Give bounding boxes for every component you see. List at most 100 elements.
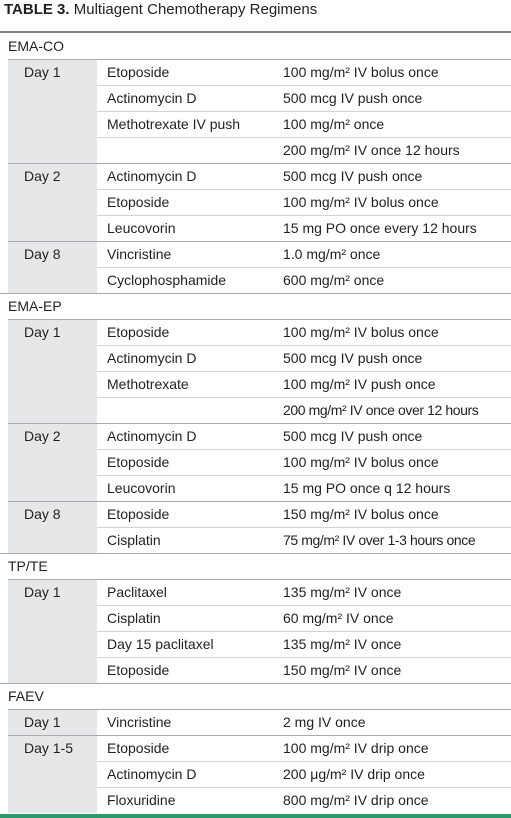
day-cell — [8, 736, 97, 813]
day-cell — [8, 424, 97, 501]
row-rule — [97, 449, 511, 450]
table-title: TABLE 3. Multiagent Chemotherapy Regimen… — [4, 1, 317, 18]
day-label: Day 2 — [24, 168, 61, 184]
drug: Vincristine — [107, 714, 172, 730]
dose: 135 mg/m² IV once — [283, 636, 402, 652]
dose: 100 mg/m² IV bolus once — [283, 324, 439, 340]
row-rule — [97, 85, 511, 86]
dose: 100 mg/m² IV push once — [283, 376, 436, 392]
row-rule — [97, 787, 511, 788]
day-cell — [8, 60, 97, 163]
table-label: TABLE 3. — [4, 1, 70, 18]
drug: Etoposide — [107, 740, 170, 756]
drug: Actinomycin D — [107, 90, 197, 106]
drug: Etoposide — [107, 324, 170, 340]
group-name: FAEV — [8, 688, 44, 704]
day-label: Day 1 — [24, 584, 61, 600]
day-label: Day 1 — [24, 714, 61, 730]
drug: Etoposide — [107, 454, 170, 470]
dose: 500 mcg IV push once — [283, 428, 423, 444]
drug: Leucovorin — [107, 220, 176, 236]
dose: 150 mg/m² IV once — [283, 662, 402, 678]
row-rule — [97, 137, 511, 138]
drug: Leucovorin — [107, 480, 176, 496]
day-cell — [8, 502, 97, 553]
day-label: Day 1 — [24, 324, 61, 340]
row-rule — [97, 111, 511, 112]
day-rule — [8, 319, 511, 320]
dose: 500 mcg IV push once — [283, 168, 423, 184]
dose: 60 mg/m² IV once — [283, 610, 394, 626]
dose: 800 mg/m² IV drip once — [283, 792, 429, 808]
day-cell — [8, 242, 97, 293]
group-rule — [0, 293, 511, 294]
drug: Cyclophosphamide — [107, 272, 227, 288]
drug: Actinomycin D — [107, 766, 197, 782]
top-rule — [0, 31, 511, 33]
day-rule — [8, 735, 511, 736]
dose: 150 mg/m² IV bolus once — [283, 506, 439, 522]
dose: 100 mg/m² IV bolus once — [283, 194, 439, 210]
title-text: Multiagent Chemotherapy Regimens — [73, 1, 318, 18]
dose: 500 mcg IV push once — [283, 90, 423, 106]
row-rule — [97, 345, 511, 346]
dose: 1.0 mg/m² once — [283, 246, 381, 262]
dose: 200 mg/m² IV once 12 hours — [283, 142, 460, 158]
dose: 100 mg/m² IV bolus once — [283, 64, 439, 80]
dose: 135 mg/m² IV once — [283, 584, 402, 600]
dose: 200 mg/m² IV once over 12 hours — [283, 402, 479, 418]
drug: Etoposide — [107, 506, 170, 522]
day-rule — [8, 501, 511, 502]
drug: Actinomycin D — [107, 350, 197, 366]
row-rule — [97, 215, 511, 216]
drug: Methotrexate — [107, 376, 189, 392]
dose: 600 mg/m² once — [283, 272, 385, 288]
day-label: Day 2 — [24, 428, 61, 444]
drug: Floxuridine — [107, 792, 176, 808]
group-name: EMA-CO — [8, 38, 64, 54]
dose: 15 mg PO once q 12 hours — [283, 480, 451, 496]
bottom-rule — [0, 814, 511, 818]
day-cell — [8, 580, 97, 683]
row-rule — [97, 657, 511, 658]
day-label: Day 1 — [24, 64, 61, 80]
day-rule — [8, 423, 511, 424]
drug: Etoposide — [107, 64, 170, 80]
drug: Cisplatin — [107, 532, 161, 548]
drug: Day 15 paclitaxel — [107, 636, 214, 652]
row-rule — [97, 397, 511, 398]
row-rule — [97, 631, 511, 632]
dose: 100 mg/m² once — [283, 116, 385, 132]
day-cell — [8, 320, 97, 423]
drug: Actinomycin D — [107, 168, 197, 184]
dose: 2 mg IV once — [283, 714, 366, 730]
row-rule — [97, 761, 511, 762]
dose: 100 mg/m² IV bolus once — [283, 454, 439, 470]
drug: Paclitaxel — [107, 584, 167, 600]
day-rule — [8, 241, 511, 242]
dose: 500 mcg IV push once — [283, 350, 423, 366]
row-rule — [97, 267, 511, 268]
day-cell — [8, 164, 97, 241]
group-rule — [0, 683, 511, 684]
row-rule — [97, 527, 511, 528]
group-name: TP/TE — [8, 558, 48, 574]
day-rule — [8, 59, 511, 60]
drug: Etoposide — [107, 662, 170, 678]
group-rule — [0, 553, 511, 554]
day-rule — [8, 579, 511, 580]
row-rule — [97, 371, 511, 372]
row-rule — [97, 475, 511, 476]
day-label: Day 8 — [24, 506, 61, 522]
group-name: EMA-EP — [8, 298, 62, 314]
dose: 200 μg/m² IV drip once — [283, 766, 425, 782]
dose: 75 mg/m² IV over 1-3 hours once — [283, 532, 476, 548]
day-rule — [8, 709, 511, 710]
day-cell — [8, 710, 97, 735]
drug: Vincristine — [107, 246, 172, 262]
drug: Cisplatin — [107, 610, 161, 626]
row-rule — [97, 605, 511, 606]
drug: Actinomycin D — [107, 428, 197, 444]
row-rule — [97, 189, 511, 190]
